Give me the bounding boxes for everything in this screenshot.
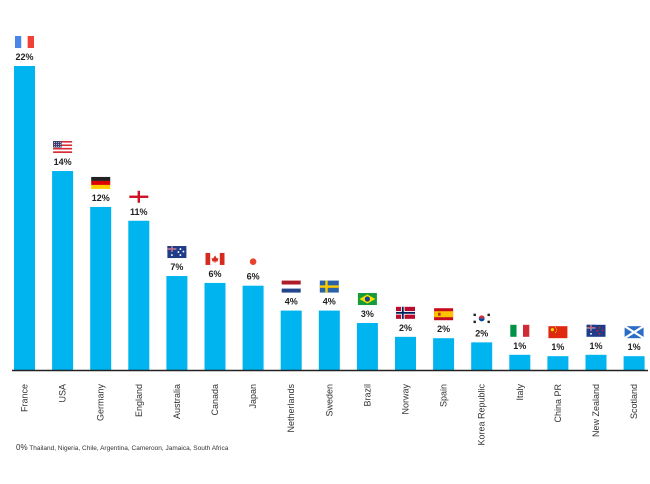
bar-spain <box>433 338 455 370</box>
category-label-netherlands: Netherlands <box>286 384 296 433</box>
flag-netherlands-icon <box>281 280 301 293</box>
bar-sweden <box>318 310 340 370</box>
value-label-scotland: 1% <box>628 342 641 352</box>
bar-brazil <box>356 323 378 370</box>
bar-netherlands <box>280 310 302 370</box>
flag-new-zealand-icon <box>586 324 606 337</box>
flag-brazil-icon <box>357 293 377 306</box>
bar-usa <box>52 171 74 370</box>
category-label-italy: Italy <box>515 384 525 401</box>
category-label-spain: Spain <box>439 384 449 407</box>
value-label-england: 11% <box>130 207 148 217</box>
bar-france <box>14 66 35 370</box>
flag-germany-icon <box>91 176 111 189</box>
flag-china-icon <box>548 326 568 339</box>
category-label-canada: Canada <box>210 384 220 416</box>
flag-canada-icon <box>205 252 225 265</box>
flag-usa-icon <box>53 141 73 154</box>
value-label-spain: 2% <box>437 324 450 334</box>
bar-germany <box>90 206 112 370</box>
bar-scotland <box>623 356 645 370</box>
category-label-norway: Norway <box>401 384 411 415</box>
category-label-germany: Germany <box>96 384 106 422</box>
bar-korea-republic <box>471 342 493 370</box>
category-label-usa: USA <box>58 384 68 403</box>
footnote-value: 0% <box>16 443 28 452</box>
flag-spain-icon <box>434 308 454 321</box>
category-label-australia: Australia <box>172 384 182 419</box>
flag-australia-icon <box>167 246 187 259</box>
value-label-china-pr: 1% <box>551 342 564 352</box>
flag-korea-republic-icon <box>472 312 492 325</box>
value-label-canada: 6% <box>208 269 221 279</box>
value-label-new-zealand: 1% <box>589 341 602 351</box>
category-label-scotland: Scotland <box>629 384 639 419</box>
value-label-australia: 7% <box>170 262 183 272</box>
footnote-countries: Thailand, Nigeria, Chile, Argentina, Cam… <box>29 445 229 452</box>
value-label-sweden: 4% <box>323 297 336 307</box>
category-label-england: England <box>134 384 144 417</box>
category-label-france: France <box>20 384 30 412</box>
bar-australia <box>166 276 188 370</box>
bar-italy <box>509 354 531 370</box>
category-label-china-pr: China PR <box>553 384 563 423</box>
value-label-korea-republic: 2% <box>475 328 488 338</box>
bar-china-pr <box>547 356 569 370</box>
bar-england <box>128 220 150 370</box>
flag-scotland-icon <box>624 325 645 340</box>
flag-england-icon <box>129 190 149 203</box>
value-label-italy: 1% <box>513 341 526 351</box>
bar-norway <box>395 336 416 370</box>
flag-sweden-icon <box>319 280 339 293</box>
category-label-brazil: Brazil <box>362 384 372 407</box>
bar-japan <box>242 285 264 370</box>
category-label-japan: Japan <box>248 384 258 409</box>
bar-canada <box>204 282 226 370</box>
flag-italy-icon <box>510 324 530 337</box>
value-label-norway: 2% <box>399 323 412 333</box>
category-label-sweden: Sweden <box>324 384 334 417</box>
value-label-france: 22% <box>15 52 33 62</box>
value-label-japan: 6% <box>247 272 260 282</box>
flag-norway-icon <box>396 306 415 319</box>
value-label-brazil: 3% <box>361 309 374 319</box>
footnote: 0% Thailand, Nigeria, Chile, Argentina, … <box>16 443 228 452</box>
category-label-korea-republic: Korea Republic <box>477 384 487 446</box>
flag-france-icon <box>15 36 34 48</box>
flag-japan-icon <box>243 255 263 268</box>
value-label-netherlands: 4% <box>285 297 298 307</box>
value-label-germany: 12% <box>92 193 110 203</box>
category-label-new-zealand: New Zealand <box>591 384 601 437</box>
value-label-usa: 14% <box>54 157 72 167</box>
bar-new-zealand <box>585 354 607 370</box>
